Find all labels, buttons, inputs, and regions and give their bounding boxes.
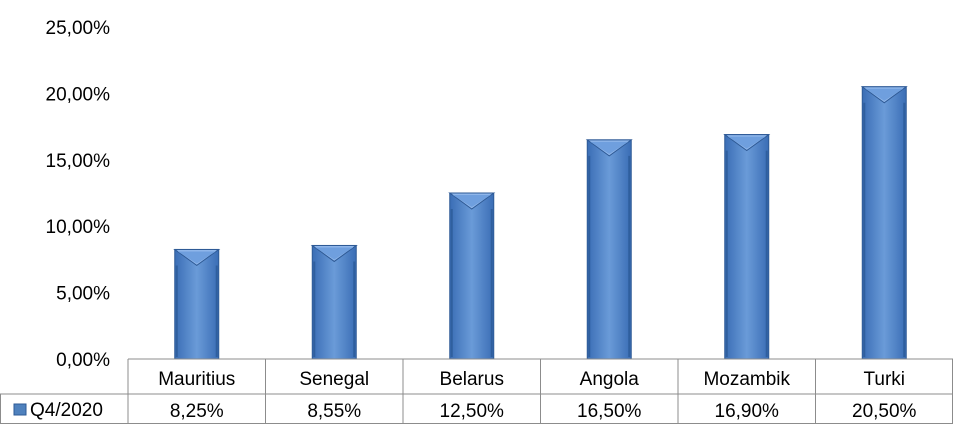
y-tick-label: 10,00%	[46, 217, 111, 238]
series-name-label: Q4/2020	[30, 400, 103, 421]
data-value-label: 16,90%	[715, 401, 780, 422]
bar-mauritius	[173, 248, 221, 360]
y-tick-label: 25,00%	[46, 18, 111, 39]
category-label: Mauritius	[158, 369, 235, 390]
data-value-label: 8,25%	[170, 401, 224, 422]
y-tick-label: 5,00%	[56, 284, 110, 305]
data-table: Mauritius Senegal Belarus Angola Mozambik Tur…	[0, 358, 953, 424]
bars-group	[173, 86, 908, 360]
legend-swatch	[13, 403, 27, 416]
data-value-label: 12,50%	[440, 401, 505, 422]
bar-body	[311, 244, 357, 360]
bar-mozambik	[723, 134, 771, 360]
bar-cap-inner	[590, 141, 629, 154]
y-axis: 0,00% 5,00% 10,00% 15,00% 20,00% 25,00%	[46, 18, 111, 371]
bar-body	[861, 86, 907, 360]
bar-cap-inner	[865, 88, 904, 101]
bar-belarus	[448, 192, 496, 360]
y-tick-label: 20,00%	[46, 84, 111, 105]
data-value-label: 16,50%	[577, 401, 642, 422]
y-tick-label: 15,00%	[46, 151, 111, 172]
bar-cap-inner	[452, 195, 491, 207]
y-tick-label: 0,00%	[56, 350, 110, 371]
category-label: Angola	[580, 369, 640, 390]
bar-turki	[860, 86, 908, 360]
category-label: Turki	[863, 369, 905, 390]
category-label: Senegal	[299, 369, 369, 390]
bar-body	[586, 139, 632, 360]
bar-senegal	[310, 244, 358, 360]
data-value-label: 8,55%	[307, 401, 361, 422]
bar-body	[449, 192, 495, 360]
category-label: Belarus	[440, 369, 504, 390]
bar-body	[724, 134, 770, 360]
bar-cap-inner	[177, 251, 216, 264]
bar-cap-inner	[727, 136, 766, 149]
bar-body	[174, 248, 220, 360]
data-value-label: 20,50%	[852, 401, 917, 422]
bar-angola	[585, 139, 633, 360]
bar-cap-inner	[315, 247, 354, 260]
category-label: Mozambik	[703, 369, 790, 390]
